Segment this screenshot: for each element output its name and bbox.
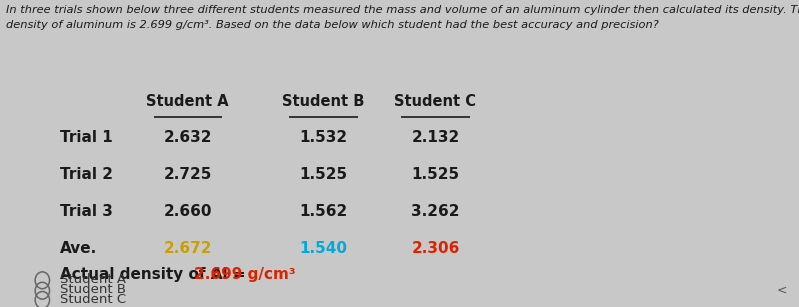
Text: 2.725: 2.725 (164, 167, 212, 182)
Text: 3.262: 3.262 (411, 204, 459, 219)
Text: 2.699 g/cm³: 2.699 g/cm³ (194, 267, 296, 282)
Text: Student C: Student C (60, 293, 126, 305)
Text: 1.525: 1.525 (411, 167, 459, 182)
Text: 2.632: 2.632 (164, 130, 212, 146)
Text: Trial 3: Trial 3 (60, 204, 113, 219)
Text: Trial 1: Trial 1 (60, 130, 113, 146)
Text: 1.540: 1.540 (300, 241, 348, 256)
Text: Student A: Student A (60, 273, 126, 286)
Text: density of aluminum is 2.699 g/cm³. Based on the data below which student had th: density of aluminum is 2.699 g/cm³. Base… (6, 20, 659, 30)
Text: Student B: Student B (60, 283, 126, 296)
Text: Trial 2: Trial 2 (60, 167, 113, 182)
Text: Student C: Student C (395, 94, 476, 109)
Text: 2.306: 2.306 (411, 241, 459, 256)
Text: Actual density of Al =: Actual density of Al = (60, 267, 251, 282)
Text: 1.532: 1.532 (300, 130, 348, 146)
Text: Ave.: Ave. (60, 241, 97, 256)
Text: 1.525: 1.525 (300, 167, 348, 182)
Text: 2.132: 2.132 (411, 130, 459, 146)
Text: 2.672: 2.672 (164, 241, 212, 256)
Text: In three trials shown below three different students measured the mass and volum: In three trials shown below three differ… (6, 5, 799, 15)
Text: Student A: Student A (146, 94, 229, 109)
Text: <: < (777, 283, 787, 296)
Text: Student B: Student B (282, 94, 365, 109)
Text: 1.562: 1.562 (300, 204, 348, 219)
Text: 2.660: 2.660 (164, 204, 212, 219)
